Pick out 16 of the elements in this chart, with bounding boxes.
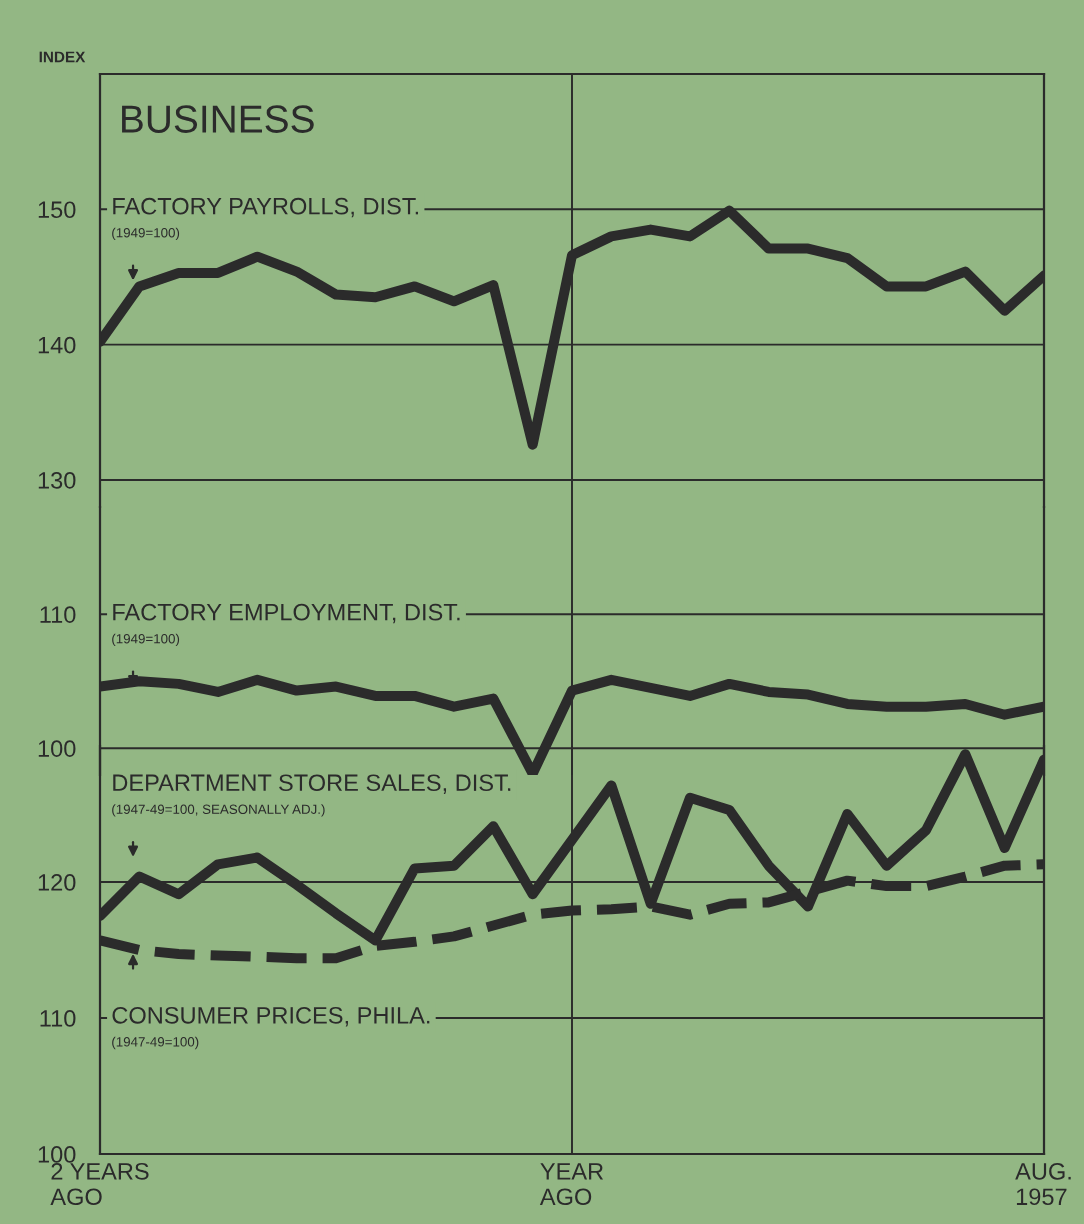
x-tick-label: AUG. 1957	[1015, 1162, 1071, 1206]
y-tick-label: 110	[40, 606, 76, 623]
y-tick-label: 140	[38, 336, 76, 354]
x-tick-label: YEAR AGO	[539, 1163, 604, 1206]
y-tick-label: 100	[38, 740, 76, 757]
text: FACTORY PAYROLLS, DIST.	[113, 197, 419, 218]
y-tick-label: 150	[38, 201, 76, 219]
y-tick-label: 120	[38, 874, 76, 891]
text: BUSINESS	[122, 105, 314, 133]
text: FACTORY EMPLOYMENT, DIST.	[113, 603, 460, 624]
y-tick-label: 100	[38, 1146, 76, 1163]
y-tick-label: 110	[40, 1010, 76, 1027]
y-tick-label: 130	[38, 472, 76, 489]
text: CONSUMER PRICES, PHILA.	[112, 1006, 430, 1027]
x-tick-label: 2 YEARS AGO	[50, 1162, 149, 1206]
series-label: DEPARTMENT STORE SALES, DIST.	[113, 774, 511, 794]
